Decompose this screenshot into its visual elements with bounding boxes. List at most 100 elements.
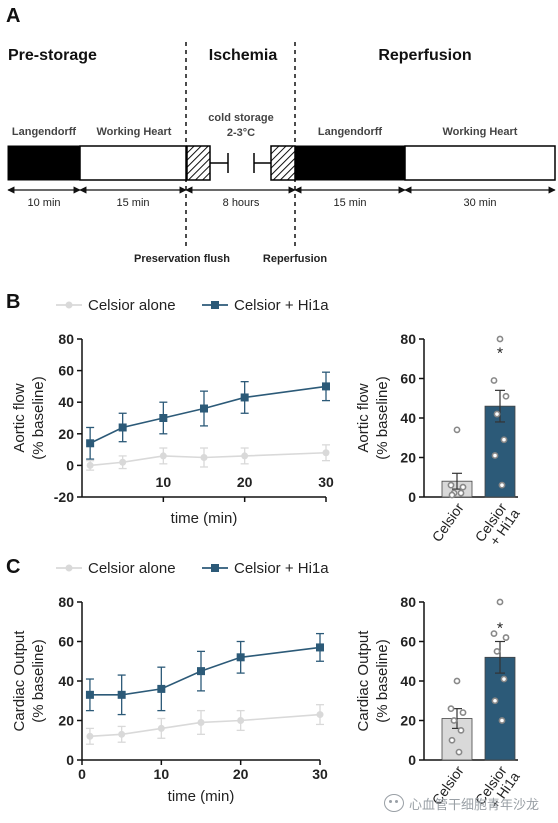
- marker-reperfusion: Reperfusion: [263, 253, 327, 265]
- x-tick-label: 10: [156, 474, 172, 490]
- individual-point: [498, 481, 506, 489]
- data-point: [159, 414, 168, 422]
- data-point: [118, 423, 127, 432]
- individual-point: [498, 717, 506, 724]
- timeline-flush-hatch: [186, 145, 211, 181]
- data-point: [197, 718, 205, 726]
- y-axis-label-unit: (% baseline): [374, 639, 391, 722]
- data-point: [237, 717, 245, 724]
- y-tick-label: 80: [58, 331, 74, 347]
- individual-point: [493, 647, 501, 655]
- legend-label: Celsior + Hi1a: [234, 297, 329, 314]
- data-point: [157, 684, 166, 693]
- legend-marker: [65, 301, 73, 309]
- y-tick-label: 0: [408, 752, 416, 768]
- x-tick-label: 20: [237, 474, 253, 490]
- celsior-hi1a-line: [89, 385, 327, 444]
- data-point: [241, 452, 249, 460]
- data-point: [316, 711, 324, 719]
- y-axis-label: Cardiac Output: [11, 630, 28, 732]
- y-axis-label: Cardiac Output: [355, 630, 372, 732]
- phase-label-reperfusion: Reperfusion: [378, 47, 471, 64]
- y-tick-label: 60: [58, 363, 74, 379]
- y-tick-label: 20: [400, 713, 416, 729]
- panel-c-label: C: [6, 556, 20, 578]
- data-point: [117, 690, 126, 699]
- marker-preservation-flush: Preservation flush: [134, 253, 230, 265]
- individual-point: [447, 481, 455, 489]
- segment-label-cold-storage: cold storage: [208, 112, 273, 124]
- timeline-working-heart-1: [79, 145, 187, 181]
- aortic-flow-line-chart: Celsior alone Celsior + Hi1a -20 0 20 40 60 80 1…: [11, 297, 334, 527]
- y-axis-label-unit: (% baseline): [30, 376, 47, 459]
- y-tick-label: 40: [400, 673, 416, 689]
- x-tick-label: 20: [233, 766, 249, 782]
- individual-point: [490, 377, 498, 384]
- data-point: [316, 643, 324, 652]
- y-tick-label: 0: [66, 457, 74, 473]
- data-point: [322, 449, 330, 457]
- wechat-icon: [384, 794, 404, 812]
- panel-b-label: B: [6, 291, 20, 313]
- y-axis-label-unit: (% baseline): [374, 376, 391, 459]
- duration-label-4: 15 min: [333, 197, 366, 209]
- duration-label-3: 8 hours: [223, 197, 260, 209]
- legend-label: Celsior + Hi1a: [234, 560, 329, 577]
- data-point: [157, 724, 165, 732]
- celsior-hi1a-bar: [484, 656, 516, 761]
- celsior-hi1a-line: [89, 646, 321, 696]
- celsior-alone-line: [89, 713, 321, 738]
- phase-label-prestorage: Pre-storage: [8, 47, 97, 64]
- y-axis-label: Aortic flow: [11, 383, 28, 452]
- x-tick-label: Celsior: [429, 500, 467, 545]
- data-point: [119, 458, 127, 466]
- individual-point: [450, 717, 458, 724]
- segment-label-temperature: 2-3°C: [227, 127, 255, 139]
- watermark: 心血管干细胞青年沙龙: [384, 788, 554, 818]
- legend-marker: [211, 301, 219, 309]
- data-point: [86, 732, 94, 740]
- segment-label-langendorff-1: Langendorff: [12, 126, 76, 138]
- individual-point: [457, 489, 465, 497]
- y-tick-label: 40: [58, 673, 74, 689]
- y-tick-label: 80: [400, 594, 416, 610]
- individual-point: [500, 675, 508, 683]
- y-tick-label: 80: [400, 331, 416, 347]
- x-tick-label: 10: [154, 766, 170, 782]
- individual-point: [448, 491, 456, 499]
- duration-label-1: 10 min: [27, 197, 60, 209]
- data-point: [197, 667, 205, 676]
- duration-label-5: 30 min: [463, 197, 496, 209]
- panel-a-label: A: [6, 5, 20, 27]
- data-point: [118, 730, 126, 738]
- legend-label: Celsior alone: [88, 560, 176, 577]
- timeline-working-heart-2: [404, 145, 556, 181]
- data-point: [85, 690, 94, 699]
- y-tick-label: 0: [408, 489, 416, 505]
- y-tick-label: 40: [400, 410, 416, 426]
- y-tick-label: 80: [58, 594, 74, 610]
- individual-point: [496, 335, 504, 343]
- y-tick-label: 0: [66, 752, 74, 768]
- data-point: [159, 452, 167, 460]
- y-tick-label: 60: [400, 371, 416, 387]
- x-axis-label: time (min): [171, 510, 238, 527]
- legend-marker: [65, 564, 73, 572]
- timeline-langendorff-1: [7, 145, 81, 181]
- individual-point: [448, 736, 456, 744]
- individual-point: [502, 392, 510, 400]
- individual-point: [491, 452, 499, 459]
- significance-star: *: [497, 345, 503, 362]
- data-point: [322, 382, 330, 391]
- individual-point: [453, 677, 461, 685]
- x-tick-label: 30: [318, 474, 334, 490]
- significance-star: *: [497, 621, 503, 638]
- x-axis-label: time (min): [168, 788, 235, 805]
- individual-point: [491, 697, 499, 705]
- individual-point: [496, 598, 504, 606]
- legend-marker: [211, 564, 219, 572]
- individual-point: [490, 630, 498, 637]
